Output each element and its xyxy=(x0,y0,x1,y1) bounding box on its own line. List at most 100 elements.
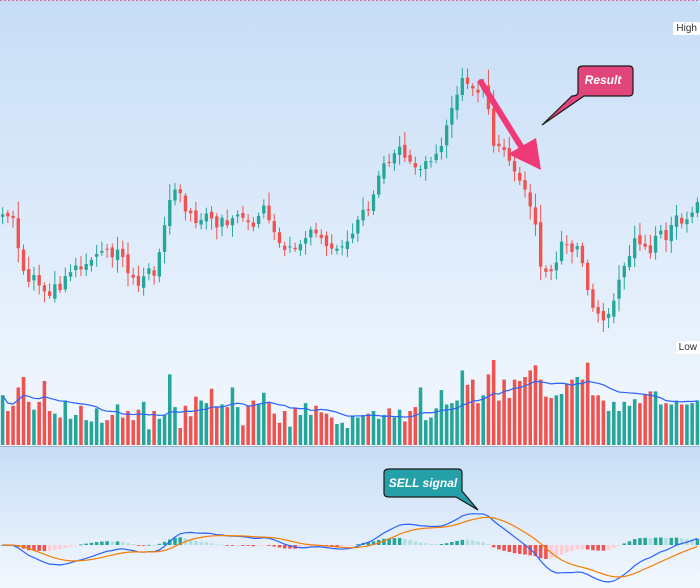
macd-histogram-bar-119 xyxy=(622,543,627,545)
volume-bar-89 xyxy=(465,384,470,445)
candle-58 xyxy=(303,230,308,255)
candle-121 xyxy=(633,225,637,268)
volume-bar-57 xyxy=(298,414,303,445)
volume-bar-29 xyxy=(152,411,156,445)
macd-histogram-bar-79 xyxy=(413,541,418,545)
candle-body xyxy=(361,209,365,221)
candle-body xyxy=(277,232,282,244)
candle-body xyxy=(444,125,449,146)
volume-layer xyxy=(0,360,700,445)
candle-body xyxy=(236,214,240,217)
candle-28 xyxy=(147,263,151,281)
candle-82 xyxy=(429,156,433,168)
candle-11 xyxy=(58,276,62,294)
volume-bar-103 xyxy=(538,379,543,445)
candle-body xyxy=(633,238,637,259)
volume-bar-26 xyxy=(136,409,141,445)
volume-bar-9 xyxy=(47,411,52,445)
macd-histogram-bar-34 xyxy=(178,537,182,545)
candle-body xyxy=(413,163,417,168)
sell-callout-bubble xyxy=(383,468,479,511)
volume-bar-129 xyxy=(674,400,679,445)
candle-body xyxy=(79,266,83,270)
candle-body xyxy=(559,241,564,262)
volume-bar-47 xyxy=(246,405,250,445)
candle-body xyxy=(377,175,381,195)
candle-body xyxy=(11,215,15,219)
candle-125 xyxy=(653,226,658,260)
volume-bar-114 xyxy=(596,395,600,445)
volume-bar-72 xyxy=(376,418,381,445)
candle-113 xyxy=(591,283,595,312)
volume-bar-128 xyxy=(669,404,674,445)
candle-body xyxy=(570,243,574,252)
result-callout-bubble xyxy=(541,65,634,126)
volume-bar-69 xyxy=(361,414,365,445)
macd-histogram-bar-16 xyxy=(84,543,88,545)
candle-75 xyxy=(392,149,397,171)
volume-bar-19 xyxy=(100,422,104,445)
macd-histogram-bar-93 xyxy=(486,544,491,545)
volume-average-layer xyxy=(2,380,698,418)
candle-body xyxy=(643,243,647,247)
candle-50 xyxy=(262,199,266,219)
candle-23 xyxy=(121,240,125,268)
candle-body xyxy=(586,262,590,291)
candle-27 xyxy=(141,267,146,296)
candle-body xyxy=(439,145,444,153)
macd-histogram-bar-133 xyxy=(695,538,700,545)
price-axis-low-label: Low xyxy=(675,341,700,354)
candle-9 xyxy=(47,283,52,299)
volume-bar-22 xyxy=(115,404,120,445)
candle-61 xyxy=(319,229,323,245)
volume-bar-122 xyxy=(638,403,642,445)
candle-5 xyxy=(27,256,31,288)
candle-34 xyxy=(178,184,182,203)
macd-histogram-bar-5 xyxy=(26,545,31,551)
macd-histogram-bar-122 xyxy=(638,538,642,545)
candle-body xyxy=(575,246,579,250)
volume-bar-18 xyxy=(94,408,99,445)
candle-body xyxy=(110,247,114,258)
candle-body xyxy=(162,225,167,252)
candle-body xyxy=(335,248,339,251)
volume-bar-124 xyxy=(648,391,653,445)
candle-48 xyxy=(251,217,256,232)
macd-histogram-bar-125 xyxy=(653,537,658,545)
macd-histogram-bar-66 xyxy=(345,545,350,546)
macd-histogram-bar-130 xyxy=(679,538,684,545)
macd-histogram-bar-74 xyxy=(387,538,391,545)
macd-histogram-bar-114 xyxy=(596,545,600,551)
candle-body xyxy=(424,161,428,169)
volume-bar-119 xyxy=(622,401,627,445)
macd-histogram-bar-89 xyxy=(465,539,470,545)
volume-bar-101 xyxy=(528,370,532,445)
candle-105 xyxy=(549,264,553,281)
volume-bar-82 xyxy=(429,417,433,445)
candle-body xyxy=(533,207,538,225)
macd-histogram-bar-58 xyxy=(303,545,308,548)
volume-bar-94 xyxy=(491,360,496,445)
candle-59 xyxy=(309,226,313,246)
volume-bar-74 xyxy=(387,408,391,445)
volume-bar-12 xyxy=(63,400,68,445)
volume-bar-111 xyxy=(580,379,585,445)
macd-histogram-bar-95 xyxy=(497,545,501,550)
volume-bar-104 xyxy=(544,396,548,445)
volume-bar-108 xyxy=(565,383,569,445)
candle-body xyxy=(596,307,600,314)
candle-90 xyxy=(471,83,475,97)
volume-bar-117 xyxy=(612,401,616,445)
candle-78 xyxy=(408,149,412,165)
volume-bar-113 xyxy=(591,395,595,445)
candle-body xyxy=(84,264,88,270)
macd-histogram-bar-25 xyxy=(131,544,135,545)
candle-51 xyxy=(267,192,271,224)
candle-body xyxy=(539,222,543,267)
candle-36 xyxy=(189,208,193,222)
macd-histogram-bar-101 xyxy=(528,545,532,556)
volume-bar-11 xyxy=(58,417,62,445)
macd-histogram-bar-7 xyxy=(37,545,41,551)
